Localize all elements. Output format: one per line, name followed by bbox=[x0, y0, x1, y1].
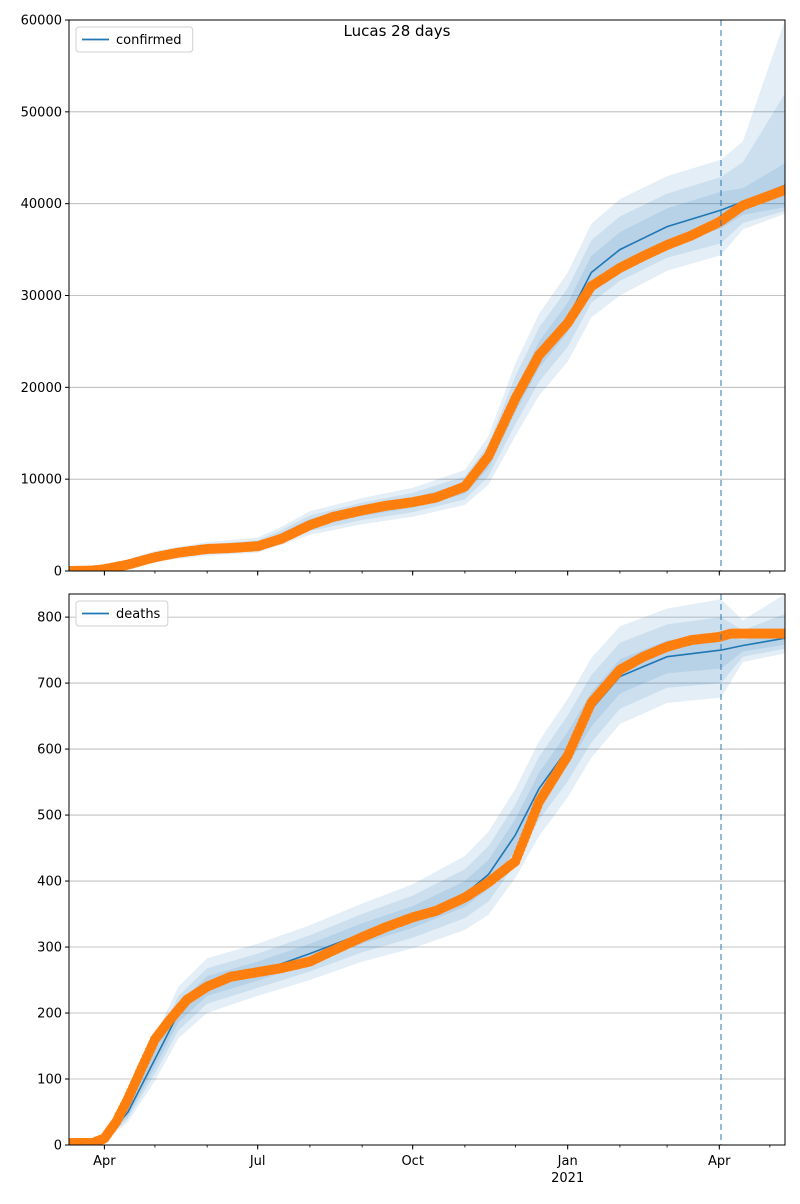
y-tick-label: 0 bbox=[54, 565, 62, 580]
y-tick-label: 400 bbox=[37, 875, 62, 890]
y-tick-label: 200 bbox=[37, 1007, 62, 1022]
figure-title: Lucas 28 days bbox=[344, 22, 451, 40]
x-tick-year-label: 2021 bbox=[551, 1171, 584, 1186]
legend: deaths bbox=[75, 600, 169, 627]
legend-box bbox=[75, 26, 194, 53]
y-tick-label: 0 bbox=[54, 1139, 62, 1154]
y-tick-label: 100 bbox=[37, 1073, 62, 1088]
x-tick-label: Apr bbox=[708, 1154, 731, 1169]
y-tick-label: 500 bbox=[37, 809, 62, 824]
observed-point bbox=[780, 628, 785, 639]
y-tick-label: 20000 bbox=[21, 381, 62, 396]
confidence-band bbox=[69, 594, 785, 1145]
x-tick-label: Oct bbox=[401, 1154, 423, 1169]
legend-box bbox=[75, 600, 169, 627]
y-tick-label: 300 bbox=[37, 941, 62, 956]
x-tick-label: Apr bbox=[93, 1154, 116, 1169]
x-tick-label: Jan bbox=[557, 1154, 578, 1169]
x-tick-label: Jul bbox=[249, 1154, 266, 1169]
y-tick-label: 800 bbox=[37, 611, 62, 626]
y-tick-label: 700 bbox=[37, 677, 62, 692]
confidence-band bbox=[69, 163, 785, 571]
legend-label: deaths bbox=[116, 607, 161, 622]
y-tick-label: 40000 bbox=[21, 197, 62, 212]
observed-point bbox=[780, 184, 785, 195]
legend: confirmed bbox=[75, 26, 194, 53]
confidence-band bbox=[69, 613, 785, 1145]
y-tick-label: 30000 bbox=[21, 289, 62, 304]
y-tick-label: 60000 bbox=[21, 14, 62, 29]
y-tick-label: 10000 bbox=[21, 473, 62, 488]
y-tick-label: 600 bbox=[37, 743, 62, 758]
axes-frame bbox=[68, 593, 786, 1146]
legend-label: confirmed bbox=[116, 33, 182, 48]
chart-panel-deaths: 0 100 200 300 400 500 600 700 800 Apr Jul Oct Jan Apr… bbox=[37, 593, 786, 1186]
observed-series bbox=[69, 628, 785, 1145]
observed-series bbox=[69, 185, 785, 571]
chart-panel-confirmed: 0 10000 20000 30000 40000 50000 60000 confirmed bbox=[21, 14, 786, 580]
y-tick-label: 50000 bbox=[21, 105, 62, 120]
